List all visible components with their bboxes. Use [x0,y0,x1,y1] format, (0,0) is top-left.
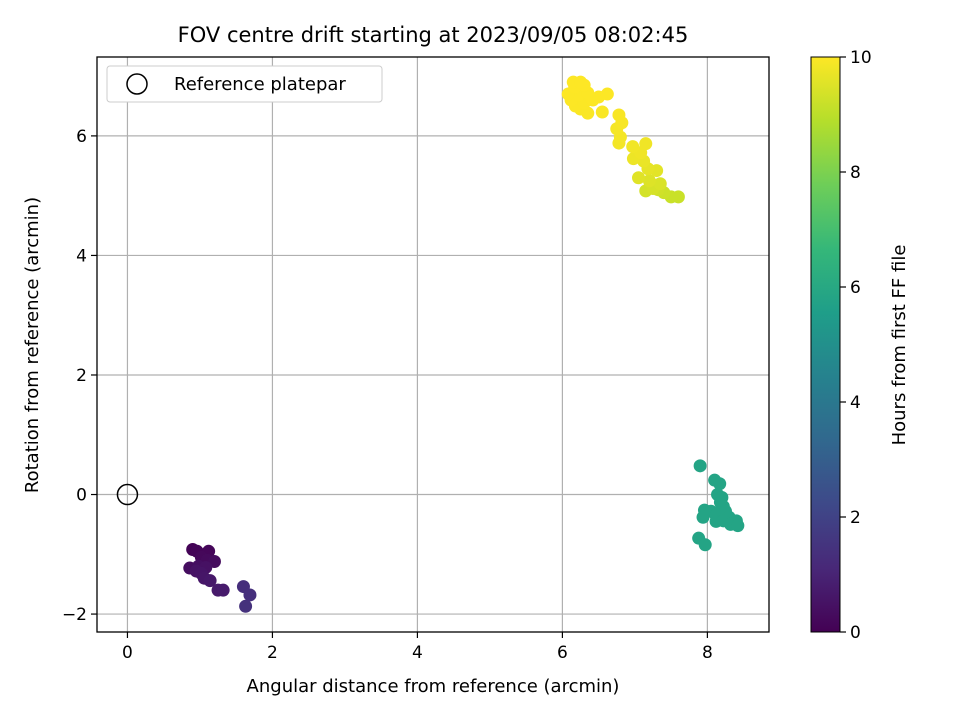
data-point [243,588,257,602]
chart-title: FOV centre drift starting at 2023/09/05 … [178,23,689,47]
y-axis-ticks: −2 0 2 4 6 [62,127,97,625]
legend-box [106,65,383,103]
data-point [653,177,667,191]
data-point [600,87,614,101]
x-axis-label: Angular distance from reference (arcmin) [247,676,620,697]
data-points [183,75,745,613]
data-point [632,171,646,185]
legend-entry: Reference platepar [174,74,346,95]
data-point [626,140,640,154]
x-tick-label: 4 [412,643,423,663]
data-point [642,174,656,188]
colorbar-ticks: 0 2 4 6 8 10 [840,48,872,643]
data-point [595,105,609,119]
colorbar-tick-label: 2 [850,508,861,528]
x-tick-label: 2 [267,643,278,663]
data-point [698,538,712,552]
data-point [693,459,707,473]
x-tick-label: 8 [702,643,713,663]
y-tick-label: 2 [76,366,87,386]
legend-marker-circle [126,73,148,95]
colorbar [810,56,841,633]
colorbar-tick-label: 0 [850,623,861,643]
y-tick-label: 6 [76,127,87,147]
y-tick-label: −2 [62,605,87,625]
data-point [713,477,727,491]
legend: Reference platepar [106,65,383,103]
x-axis-ticks: 0 2 4 6 8 [122,632,713,663]
data-point [696,510,710,524]
y-tick-label: 0 [76,486,87,506]
data-point [216,583,230,597]
data-point [612,108,626,122]
data-point [574,75,588,89]
reference-marker-layer [116,483,139,506]
data-point [239,599,253,613]
x-tick-label: 6 [557,643,568,663]
grid [97,57,769,632]
y-tick-label: 4 [76,246,87,266]
colorbar-tick-label: 8 [850,163,861,183]
reference-platepar-marker [116,483,139,506]
x-tick-label: 0 [122,643,133,663]
colorbar-tick-label: 6 [850,278,861,298]
y-axis-label: Rotation from reference (arcmin) [22,197,43,493]
data-point [731,519,745,533]
data-point [639,137,653,151]
data-point [203,574,217,588]
plot-frame [96,56,770,633]
colorbar-tick-label: 10 [850,48,872,68]
colorbar-label: Hours from first FF file [889,245,910,446]
colorbar-tick-label: 4 [850,393,861,413]
